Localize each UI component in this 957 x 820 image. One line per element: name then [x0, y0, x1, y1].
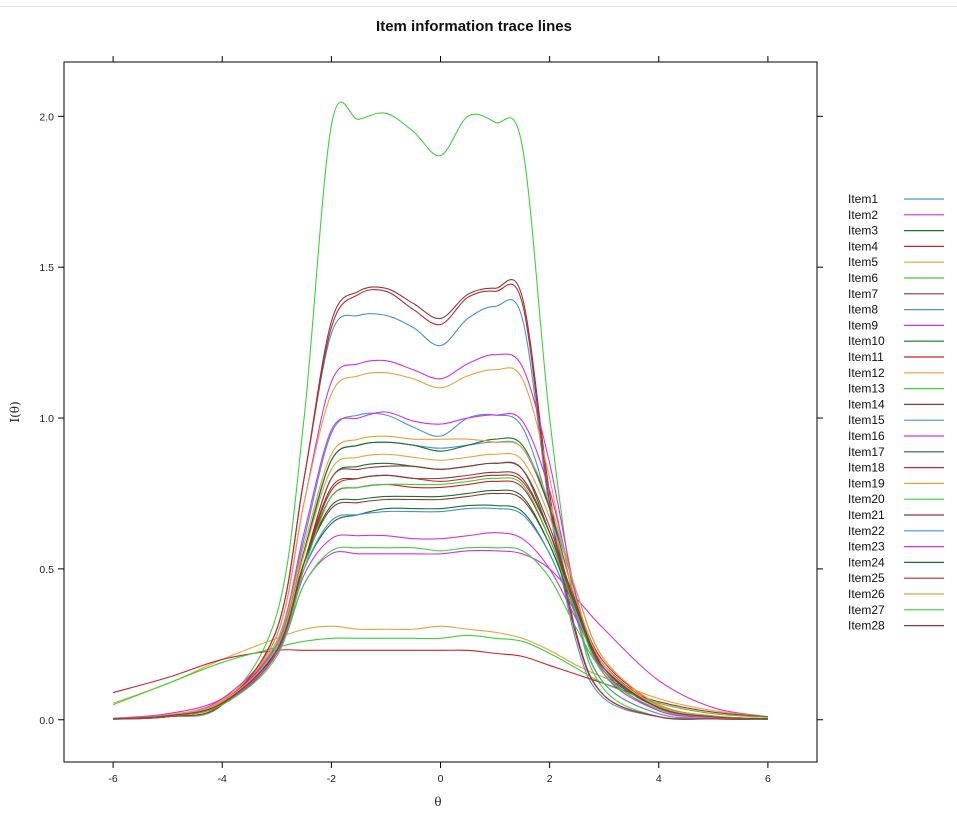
series-line-item2	[113, 549, 768, 719]
series-line-item27	[113, 477, 768, 720]
legend-label: Item18	[848, 461, 885, 475]
series-line-item6	[113, 101, 768, 721]
legend-label: Item20	[848, 492, 885, 506]
legend-label: Item27	[848, 603, 885, 617]
legend-label: Item2	[848, 208, 878, 222]
legend-label: Item1	[848, 192, 878, 206]
legend-label: Item3	[848, 224, 878, 238]
series-line-item16	[113, 411, 768, 720]
legend-label: Item10	[848, 334, 885, 348]
legend-label: Item9	[848, 318, 878, 332]
series-line-item1	[113, 440, 768, 720]
x-axis-label: θ	[434, 795, 441, 809]
chart-title: Item information trace lines	[376, 18, 572, 35]
legend-label: Item4	[848, 239, 878, 253]
series-line-item19	[113, 435, 768, 720]
y-tick-label: 1.0	[39, 413, 54, 425]
legend-label: Item24	[848, 555, 885, 569]
series-line-item24	[113, 489, 768, 720]
x-tick-label: -4	[218, 773, 227, 785]
legend-label: Item14	[848, 397, 885, 411]
legend-label: Item22	[848, 524, 885, 538]
y-tick-label: 0.5	[39, 564, 54, 576]
series-line-item14	[113, 492, 768, 720]
y-tick-label: 2.0	[39, 111, 54, 123]
series-line-item8	[113, 299, 768, 721]
legend-label: Item6	[848, 271, 878, 285]
series-line-item5	[112, 625, 768, 718]
legend-label: Item16	[848, 429, 885, 443]
legend-label: Item15	[848, 413, 885, 427]
legend-label: Item7	[848, 287, 878, 301]
legend-label: Item23	[848, 540, 885, 554]
series-line-item13	[113, 546, 768, 720]
plot-frame	[63, 61, 818, 763]
series-line-item25	[113, 283, 768, 721]
legend-label: Item19	[848, 476, 885, 490]
series-line-item3	[113, 461, 768, 720]
series-line-item10	[113, 504, 768, 720]
x-tick-label: 6	[765, 773, 771, 785]
series-lines	[112, 101, 768, 721]
series-line-item15	[113, 412, 768, 720]
legend-label: Item8	[848, 303, 878, 317]
x-tick-label: -2	[327, 773, 336, 785]
legend-label: Item11	[848, 350, 884, 364]
legend-label: Item25	[848, 571, 885, 585]
y-tick-label: 1.5	[39, 262, 54, 274]
y-tick-label: 0.0	[39, 715, 54, 727]
legend-label: Item17	[848, 445, 885, 459]
series-line-item26	[113, 452, 768, 720]
series-line-item18	[113, 480, 768, 720]
legend-label: Item13	[848, 382, 885, 396]
x-tick-label: 2	[547, 773, 553, 785]
series-line-item17	[113, 437, 768, 720]
legend-label: Item12	[848, 366, 885, 380]
x-tick-label: 4	[656, 773, 662, 785]
legend-label: Item26	[848, 587, 885, 601]
legend-label: Item5	[848, 255, 878, 269]
top-divider	[0, 6, 957, 7]
y-axis-label: I(θ)	[8, 401, 22, 422]
series-line-item28	[113, 461, 768, 720]
x-tick-label: -6	[108, 773, 117, 785]
legend-label: Item21	[848, 508, 885, 522]
legend-label: Item28	[848, 619, 885, 633]
x-tick-label: 0	[438, 773, 444, 785]
axis-ticks: -6 -4 -2 0 2 4 6 0.0 0.5 1.0 1.5 2.0	[39, 56, 823, 785]
